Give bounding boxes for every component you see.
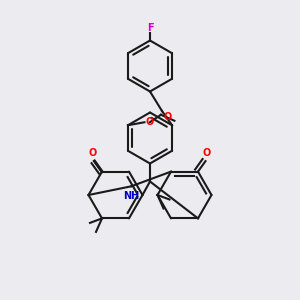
Text: F: F bbox=[147, 23, 153, 33]
Text: O: O bbox=[89, 148, 97, 158]
Text: O: O bbox=[203, 148, 211, 158]
Text: O: O bbox=[145, 117, 154, 127]
Text: O: O bbox=[164, 112, 172, 122]
Text: NH: NH bbox=[123, 191, 140, 201]
